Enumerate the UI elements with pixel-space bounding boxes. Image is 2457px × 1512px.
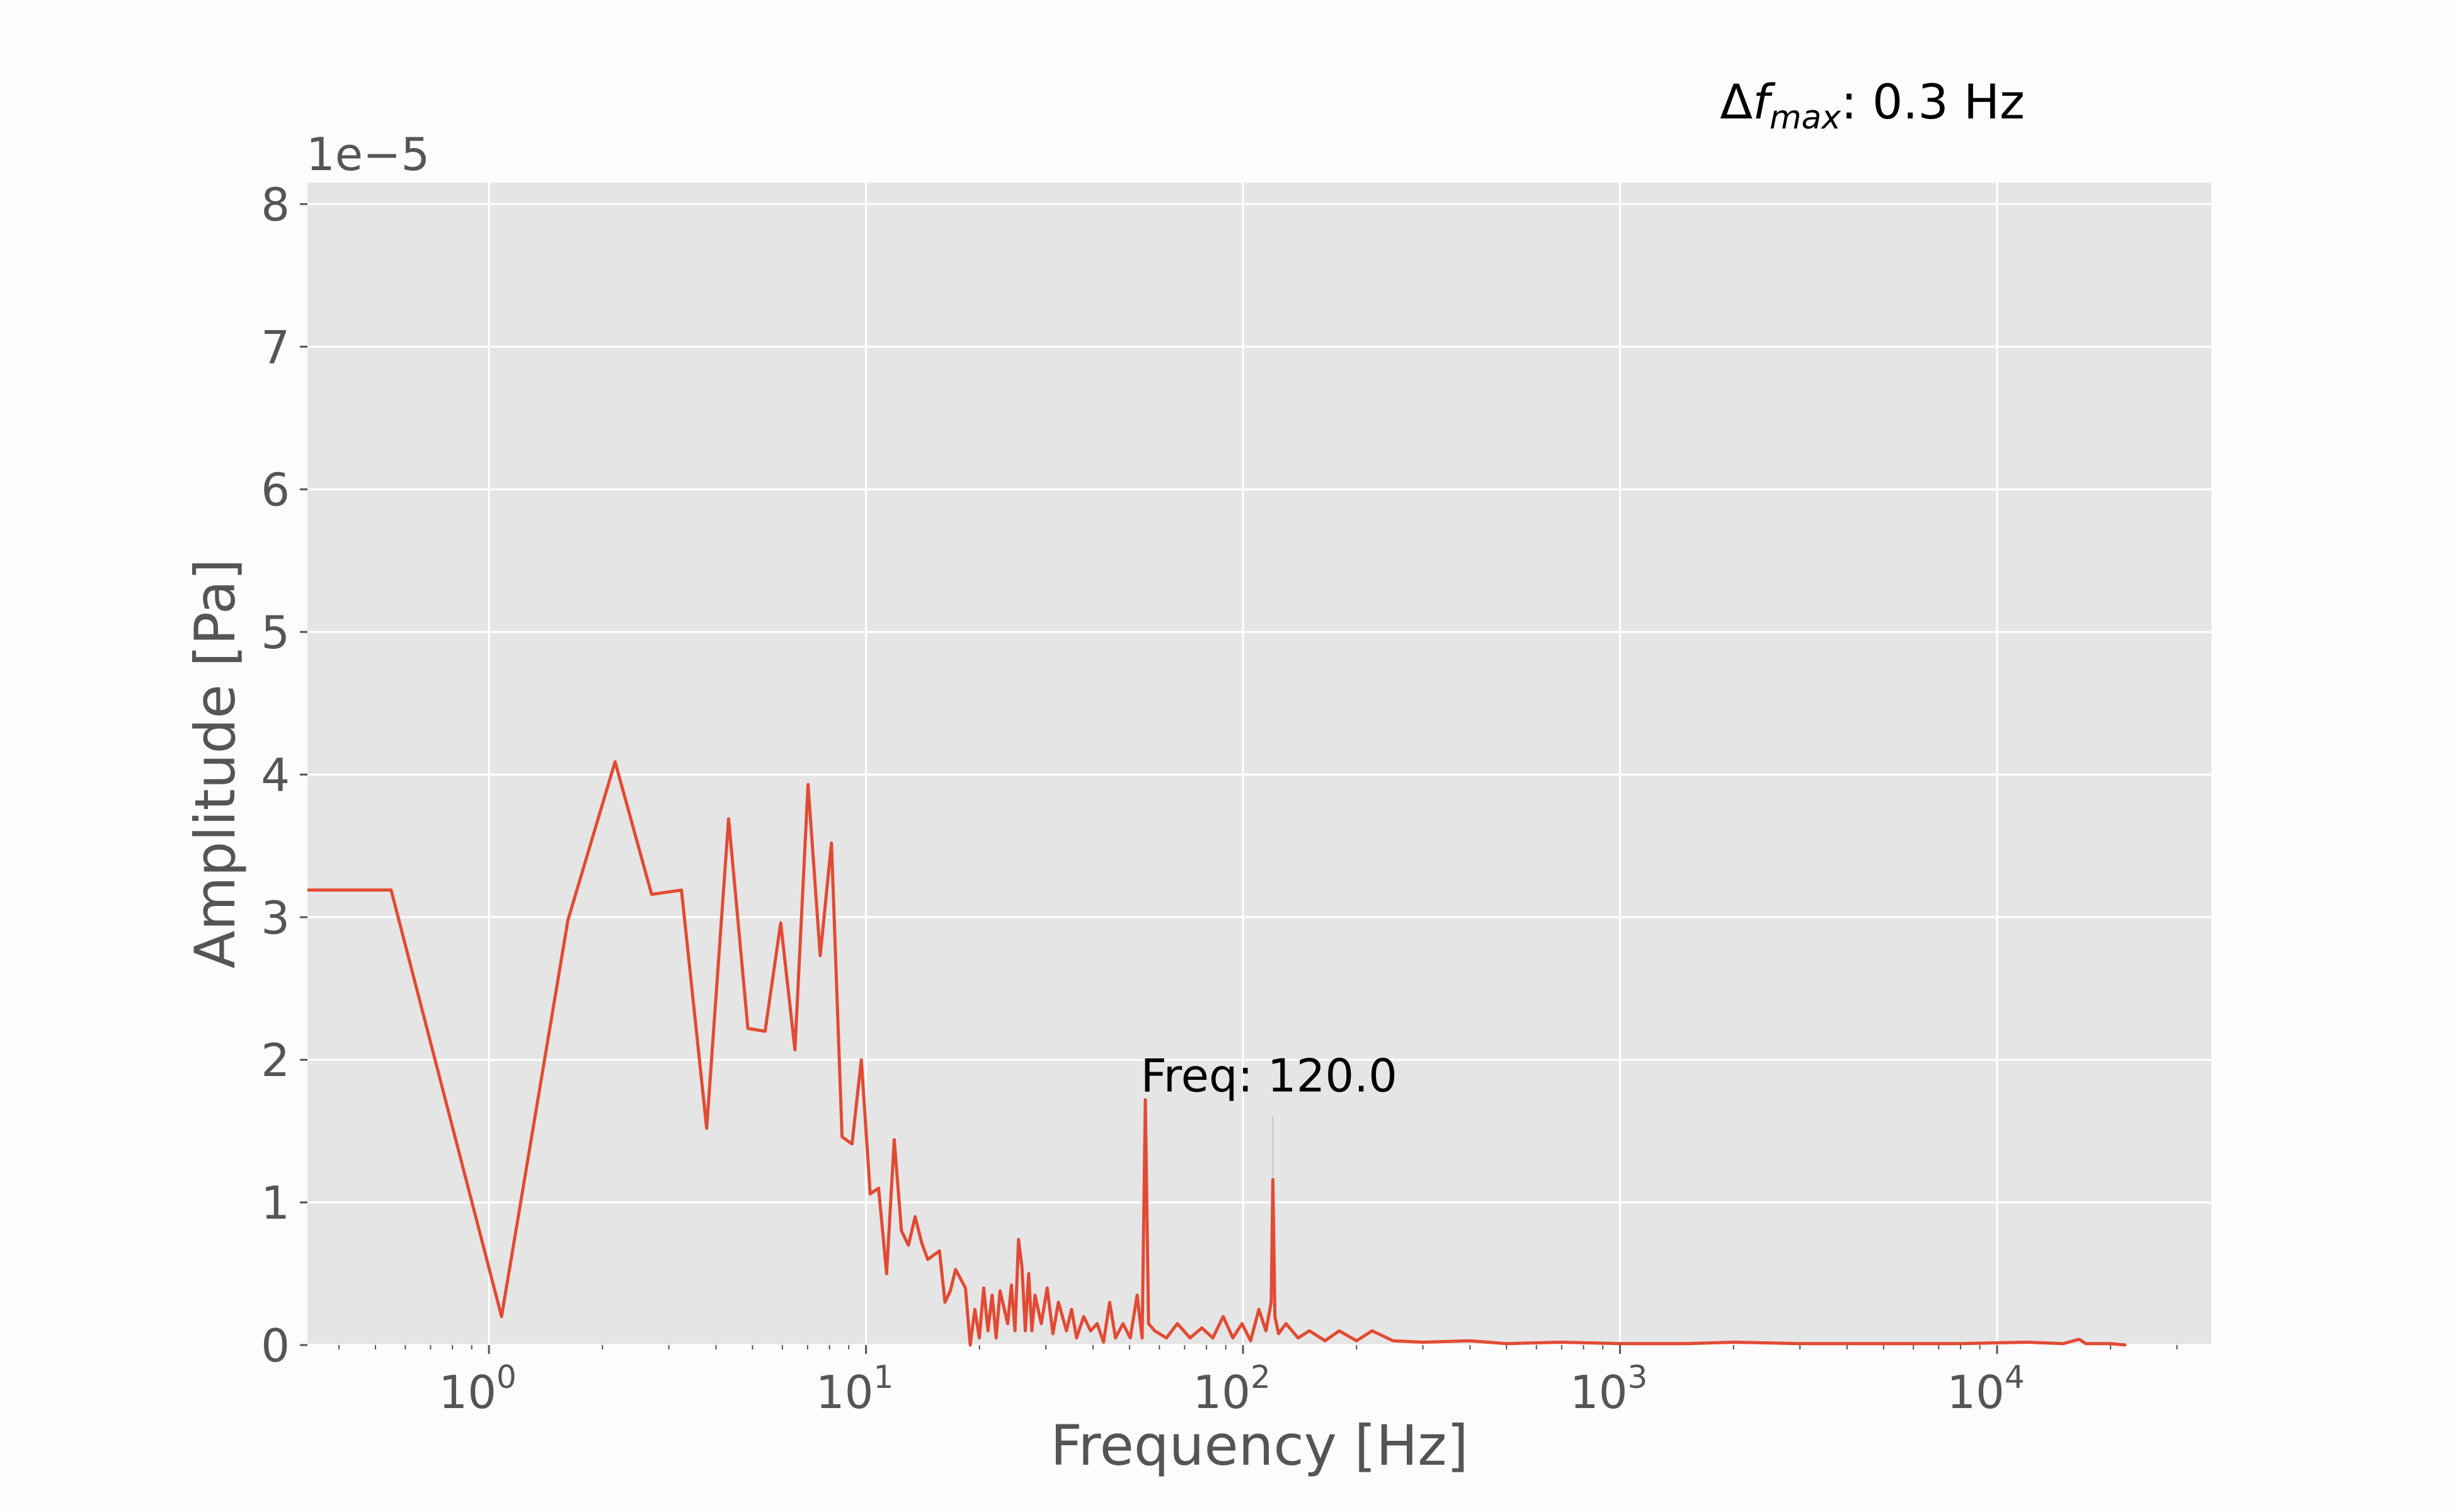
- x-axis-label: Frequency [Hz]: [1050, 1413, 1469, 1478]
- y-tick-label: 3: [261, 891, 290, 944]
- grid: [307, 183, 2211, 1346]
- y-tick-label: 5: [261, 606, 290, 659]
- y-tick-label: 2: [261, 1034, 290, 1087]
- plot-area: [307, 183, 2211, 1345]
- x-tick-label: 101: [816, 1359, 893, 1419]
- annotation-label: Freq: 120.0: [1140, 1049, 1397, 1102]
- tick-labels: 0 1 2 3 4 5 6 7 8 100 101 102 103 104: [261, 178, 2024, 1419]
- x-tick-label: 104: [1947, 1359, 2024, 1419]
- x-tick-label: 102: [1193, 1359, 1270, 1419]
- axis-ticks: [300, 203, 2178, 1354]
- y-tick-label: 7: [261, 321, 290, 374]
- info-delta: Δ: [1720, 74, 1753, 130]
- y-tick-label: 4: [261, 748, 290, 801]
- y-axis-label: Amplitude [Pa]: [183, 559, 248, 969]
- y-tick-label: 0: [261, 1319, 290, 1372]
- x-tick-label: 100: [438, 1359, 516, 1419]
- series-line: [307, 760, 2127, 1347]
- y-tick-label: 1: [261, 1177, 290, 1230]
- y-tick-label: 8: [261, 178, 290, 231]
- y-tick-label: 6: [261, 464, 290, 517]
- x-tick-label: 103: [1570, 1359, 1647, 1419]
- y-axis-multiplier: 1e−5: [306, 128, 430, 181]
- info-text: Δfmax: 0.3 Hz: [1720, 74, 2025, 137]
- info-subscript: max: [1770, 99, 1842, 137]
- info-value: : 0.3 Hz: [1841, 74, 2025, 130]
